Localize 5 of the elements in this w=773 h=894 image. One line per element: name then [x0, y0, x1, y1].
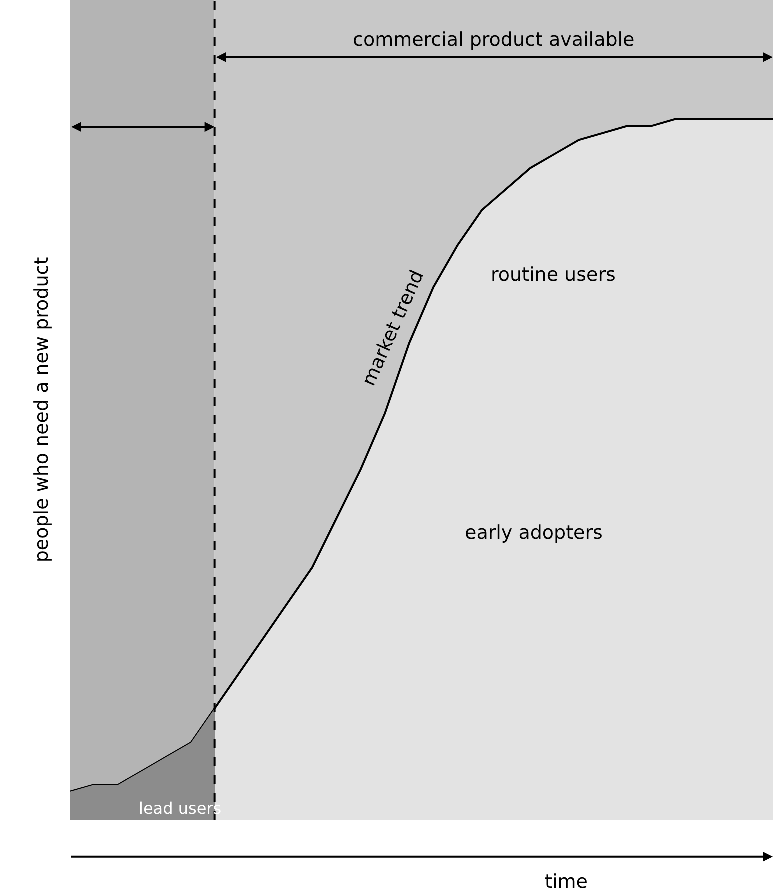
x-axis-title: time — [545, 871, 588, 893]
y-axis-title: people who need a new product — [30, 257, 53, 563]
text: commercial product available — [353, 29, 635, 51]
annotation: routine users — [491, 264, 616, 286]
annotation: early adopters — [465, 522, 603, 544]
